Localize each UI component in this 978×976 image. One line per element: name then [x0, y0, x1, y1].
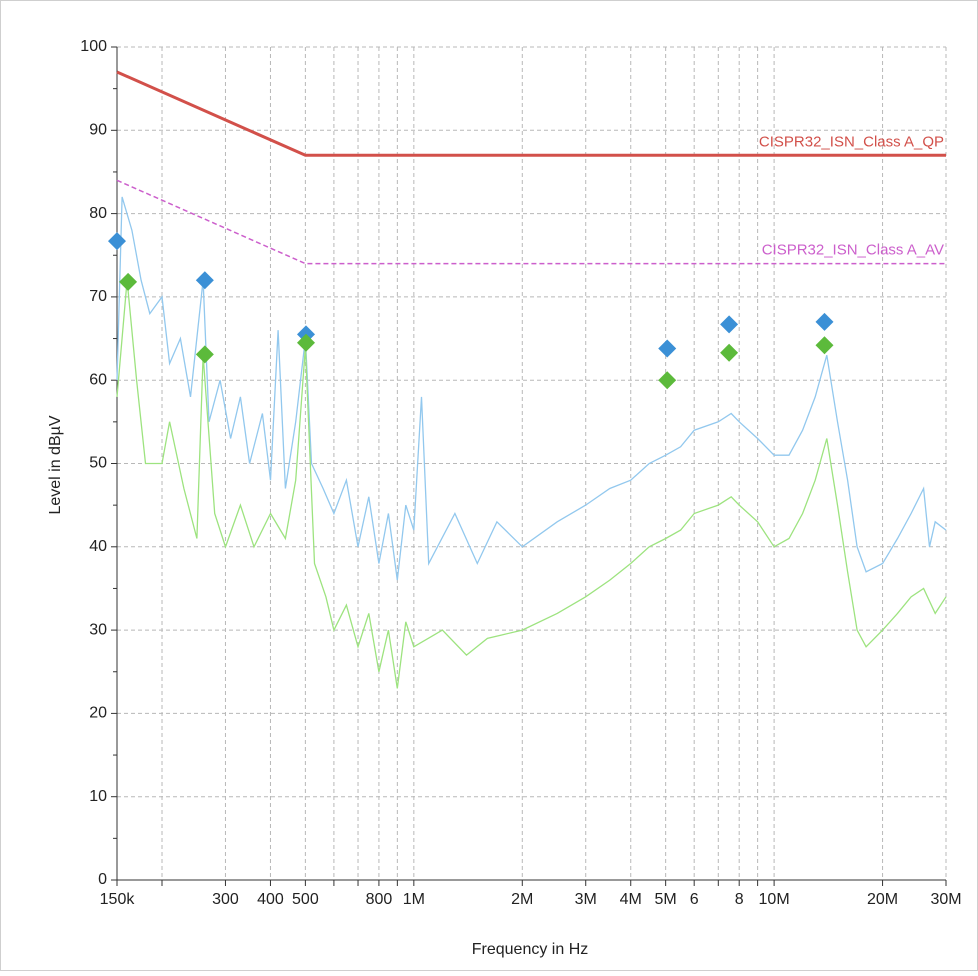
y-axis-title: Level in dBµV [47, 415, 64, 514]
x-tick-label: 20M [867, 891, 898, 908]
y-tick-label: 30 [89, 621, 107, 638]
marker [815, 312, 834, 331]
marker [720, 315, 739, 334]
y-tick-label: 100 [80, 38, 107, 55]
marker [720, 343, 739, 362]
limit-line [116, 70, 946, 157]
y-tick-label: 10 [89, 788, 107, 805]
limit-line [116, 179, 946, 265]
x-tick-label: 300 [212, 891, 239, 908]
y-tick-label: 20 [89, 705, 107, 722]
y-tick-label: 0 [98, 871, 107, 888]
x-tick-label: 800 [366, 891, 393, 908]
x-tick-label: 3M [575, 891, 597, 908]
y-tick-label: 60 [89, 371, 107, 388]
x-tick-label: 8 [735, 891, 744, 908]
x-tick-label: 4M [620, 891, 642, 908]
marker [658, 339, 677, 358]
x-tick-label: 5M [655, 891, 677, 908]
marker [108, 232, 126, 251]
x-axis-title: Frequency in Hz [472, 941, 589, 958]
y-tick-label: 80 [89, 205, 107, 222]
marker [195, 271, 214, 290]
y-tick-label: 40 [89, 538, 107, 555]
limit-label: CISPR32_ISN_Class A_QP [759, 133, 944, 150]
y-tick-label: 90 [89, 122, 107, 139]
x-tick-label: 30M [930, 891, 961, 908]
limit-label: CISPR32_ISN_Class A_AV [762, 242, 944, 259]
x-tick-label: 10M [759, 891, 790, 908]
x-tick-label: 400 [257, 891, 284, 908]
marker [119, 272, 138, 291]
x-tick-label: 6 [690, 891, 699, 908]
trace-line [116, 280, 947, 689]
marker [297, 333, 316, 352]
y-tick-label: 70 [89, 288, 107, 305]
y-tick-label: 50 [89, 455, 107, 472]
x-tick-label: 500 [292, 891, 319, 908]
marker [815, 336, 834, 355]
marker [195, 345, 214, 364]
trace-line [116, 196, 947, 581]
x-tick-label: 2M [511, 891, 533, 908]
marker [658, 371, 677, 390]
x-tick-label: 1M [403, 891, 425, 908]
x-tick-label: 150k [100, 891, 136, 908]
